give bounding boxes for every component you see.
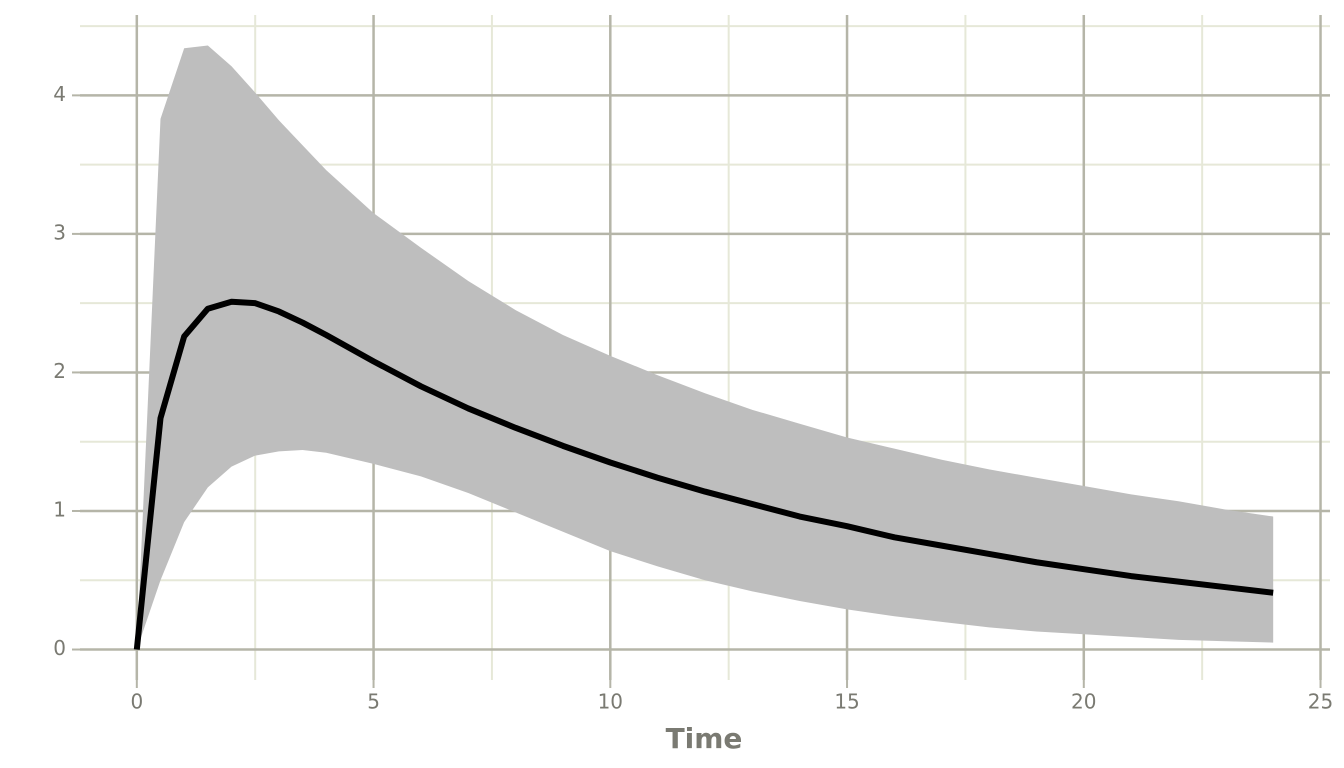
x-tick-label: 5 xyxy=(367,690,380,714)
x-tick-label: 0 xyxy=(130,690,143,714)
y-tick-label: 4 xyxy=(53,82,66,106)
x-axis-label: Time xyxy=(666,722,743,755)
y-tick-label: 2 xyxy=(53,359,66,383)
line xyxy=(133,298,1274,650)
y-tick-label: 3 xyxy=(53,220,66,244)
y-tick-label: 1 xyxy=(53,497,66,521)
x-tick-label: 25 xyxy=(1308,690,1333,714)
ribbon xyxy=(136,45,1274,650)
x-tick-label: 10 xyxy=(598,690,623,714)
x-tick-label: 20 xyxy=(1071,690,1096,714)
x-tick-label: 15 xyxy=(834,690,859,714)
y-tick-label: 0 xyxy=(53,636,66,660)
